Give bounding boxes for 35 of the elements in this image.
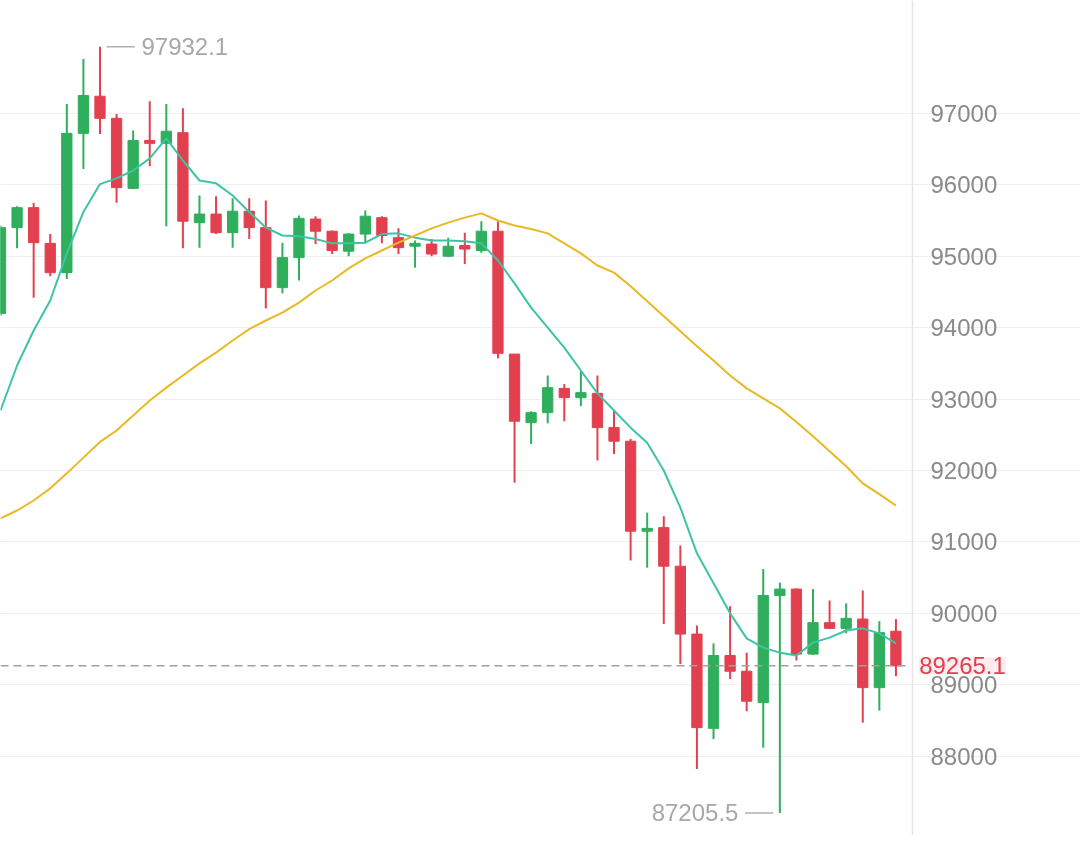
- candlestick: [409, 239, 421, 269]
- candlestick: [144, 100, 156, 168]
- candlestick: [193, 194, 206, 249]
- y-tick-label: 92000: [930, 457, 998, 484]
- y-tick-label: 95000: [930, 242, 998, 270]
- candlestick: [641, 511, 653, 569]
- y-tick-label: 88000: [930, 742, 998, 770]
- candlestick: [459, 231, 471, 266]
- candlestick: [575, 370, 587, 408]
- candlestick: [558, 383, 570, 423]
- candlestick: [343, 232, 355, 258]
- annotation: 97932.1: [141, 33, 229, 61]
- line-series: [0, 212, 897, 520]
- candlestick: [442, 236, 454, 258]
- candlestick: [774, 581, 786, 814]
- y-tick-label: 97000: [930, 99, 998, 127]
- candlestick: [608, 409, 620, 456]
- candlestick: [243, 197, 255, 241]
- y-tick-label: 91000: [930, 528, 998, 556]
- candlestick: [840, 602, 852, 635]
- candlestick: [227, 197, 239, 249]
- y-tick-label: 90000: [930, 599, 998, 627]
- annotation: 87205.5: [651, 799, 739, 827]
- y-tick-label: 96000: [930, 171, 998, 199]
- candlestick: [11, 205, 23, 250]
- candlestick: [309, 215, 322, 246]
- y-tick-label: 94000: [930, 314, 998, 342]
- candlestick: [94, 45, 106, 136]
- candlestick: [823, 599, 836, 631]
- y-tick-label: 93000: [930, 385, 998, 413]
- candlestick: [210, 195, 222, 236]
- candlestick: [376, 215, 388, 245]
- candlestick: [724, 605, 736, 681]
- candlestick: [359, 209, 371, 245]
- candlestick: [525, 410, 537, 446]
